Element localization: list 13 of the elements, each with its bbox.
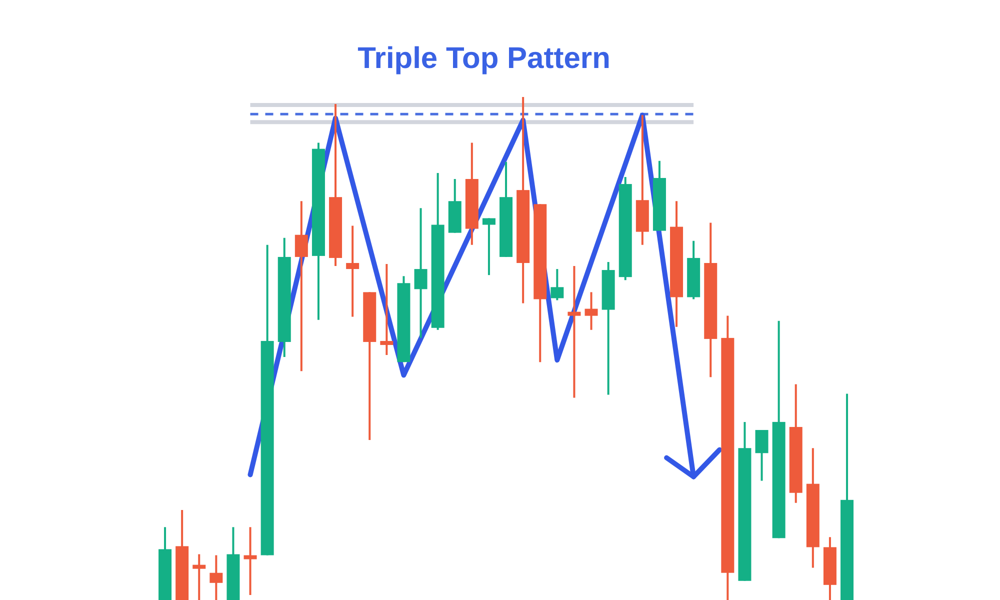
chart-title: Triple Top Pattern bbox=[356, 42, 612, 76]
candlestick bbox=[192, 553, 206, 600]
candlestick bbox=[414, 207, 428, 339]
candlestick bbox=[294, 200, 308, 372]
candlestick bbox=[584, 291, 598, 331]
candlestick bbox=[244, 526, 257, 596]
candlestick bbox=[380, 262, 394, 356]
candlestick bbox=[482, 217, 496, 276]
candlestick bbox=[568, 265, 581, 399]
candlestick bbox=[755, 428, 768, 482]
candlestick bbox=[210, 554, 223, 600]
candlestick bbox=[346, 224, 360, 318]
candlestick bbox=[550, 268, 564, 302]
